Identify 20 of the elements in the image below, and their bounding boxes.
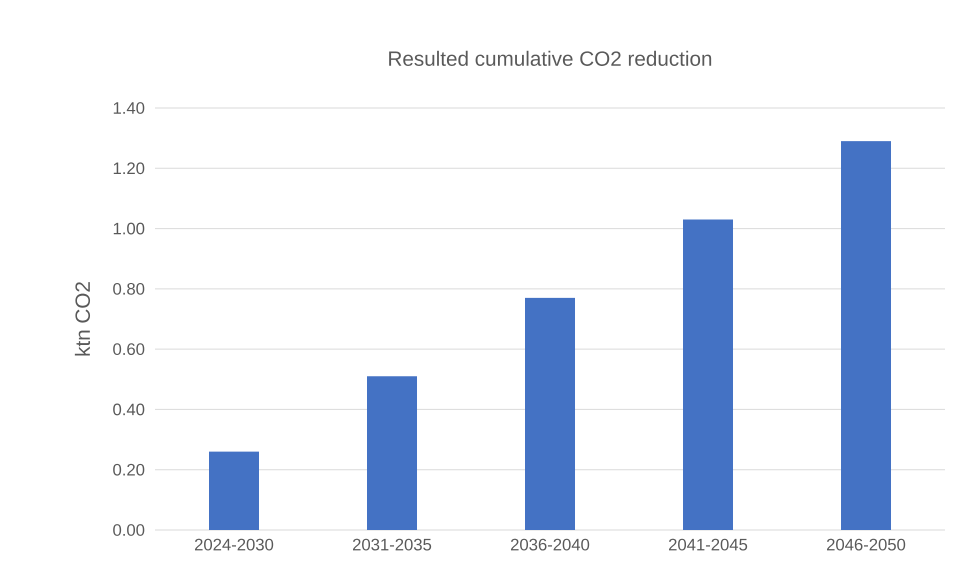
x-tick-label: 2024-2030 bbox=[194, 538, 274, 551]
y-tick-label: 0.00 bbox=[113, 524, 144, 536]
y-tick-label: 0.60 bbox=[113, 343, 144, 356]
bar bbox=[209, 452, 260, 530]
bar bbox=[841, 141, 892, 530]
bar bbox=[683, 220, 734, 530]
y-tick-label: 1.00 bbox=[114, 222, 144, 234]
x-tick-label: 2036-2040 bbox=[510, 538, 590, 551]
x-tick-label: 2046-2050 bbox=[826, 538, 906, 551]
y-tick-label: 0.80 bbox=[113, 282, 144, 295]
y-tick-label: 0.20 bbox=[113, 464, 144, 476]
x-tick-label: 2041-2045 bbox=[668, 538, 748, 551]
bar bbox=[525, 298, 576, 530]
y-axis-title: ktn CO2 bbox=[74, 282, 90, 356]
x-tick-label: 2031-2035 bbox=[352, 538, 432, 551]
chart-title: Resulted cumulative CO2 reduction bbox=[389, 50, 712, 66]
y-tick-label: 0.40 bbox=[113, 404, 144, 416]
bar bbox=[367, 376, 418, 530]
y-tick-label: 1.20 bbox=[114, 162, 144, 174]
y-tick-label: 1.40 bbox=[114, 102, 144, 114]
